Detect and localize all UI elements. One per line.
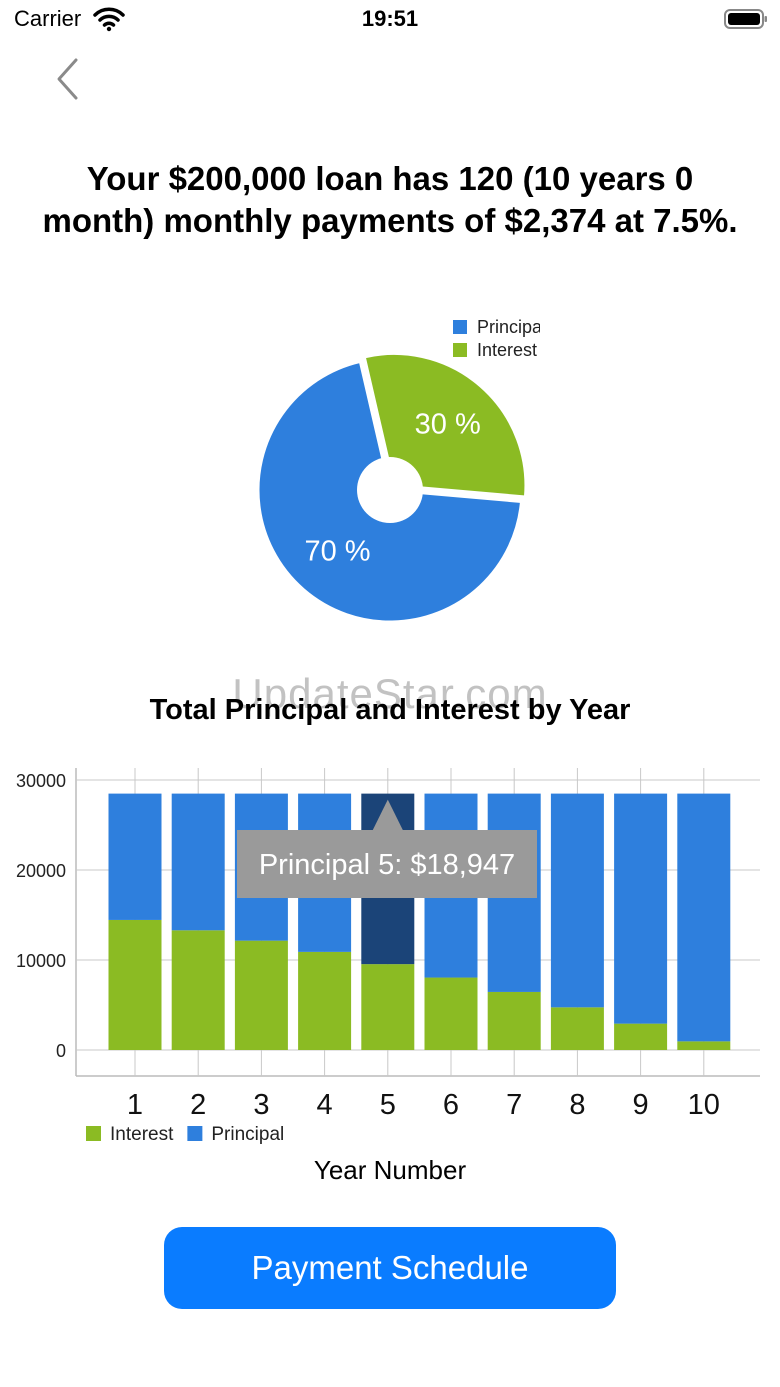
pie-legend-swatch-interest xyxy=(453,343,467,357)
x-tick-label: 10 xyxy=(688,1089,720,1121)
status-bar: Carrier 19:51 xyxy=(0,0,780,44)
bar-chart-title: Total Principal and Interest by Year xyxy=(149,694,631,726)
bar-principal-year-2[interactable] xyxy=(171,793,225,931)
x-tick-label: 4 xyxy=(317,1089,333,1121)
bar-principal-year-1[interactable] xyxy=(108,793,162,920)
pie-chart: Principal Interest 30 % 70 % xyxy=(256,317,540,624)
x-tick-label: 1 xyxy=(127,1089,143,1121)
bar-principal-year-8[interactable] xyxy=(550,793,604,1008)
bar-tooltip: Principal 5: $18,947 xyxy=(237,799,537,898)
bar-legend-swatch-interest xyxy=(86,1126,101,1141)
pie-donut-hole xyxy=(357,457,423,523)
chevron-left-icon xyxy=(57,58,78,100)
y-tick-label: 20000 xyxy=(16,861,66,881)
tooltip-box xyxy=(237,830,537,898)
x-tick-label: 8 xyxy=(569,1089,585,1121)
battery-icon xyxy=(724,9,767,29)
bar-principal-year-10[interactable] xyxy=(677,793,731,1042)
bar-interest-year-1[interactable] xyxy=(108,919,162,1050)
bar-interest-year-5[interactable] xyxy=(361,964,415,1050)
x-tick-label: 9 xyxy=(633,1089,649,1121)
pie-slice-label-principal: 70 % xyxy=(304,535,370,567)
bar-interest-year-6[interactable] xyxy=(424,977,478,1050)
bar-legend-swatch-principal xyxy=(187,1126,203,1141)
bar-interest-year-2[interactable] xyxy=(171,930,225,1050)
bar-chart[interactable]: 0 10000 20000 30000 1 2 3 4 5 6 7 8 9 10 Principal 5: … xyxy=(0,760,780,1160)
x-tick-label: 2 xyxy=(190,1089,206,1121)
bar-interest-year-7[interactable] xyxy=(487,991,541,1050)
x-axis-label: Year Number xyxy=(313,1155,467,1185)
pie-legend-label-interest: Interest xyxy=(477,340,537,360)
pie-legend-label-principal: Principal xyxy=(477,317,540,337)
loan-summary-headline: Your $200,000 loan has 120 (10 years 0 m… xyxy=(42,160,738,239)
tooltip-text: Principal 5: $18,947 xyxy=(259,849,515,881)
y-tick-label: 30000 xyxy=(16,771,66,791)
bar-interest-year-10[interactable] xyxy=(677,1041,731,1050)
bar-legend-label-principal: Principal xyxy=(211,1124,284,1145)
pie-slice-label-interest: 30 % xyxy=(415,409,481,441)
x-tick-label: 3 xyxy=(253,1089,269,1121)
wifi-icon xyxy=(93,7,125,32)
x-tick-label: 5 xyxy=(380,1089,396,1121)
payment-schedule-button[interactable]: Payment Schedule xyxy=(164,1227,616,1309)
bar-interest-year-3[interactable] xyxy=(234,940,288,1050)
bar-interest-year-4[interactable] xyxy=(298,951,352,1050)
bar-interest-year-8[interactable] xyxy=(550,1007,604,1050)
tooltip-pointer xyxy=(372,799,403,830)
x-tick-label: 6 xyxy=(443,1089,459,1121)
pie-legend-swatch-principal xyxy=(453,320,467,334)
status-time: 19:51 xyxy=(361,6,419,31)
bar-legend-label-interest: Interest xyxy=(110,1124,174,1145)
x-tick-label: 7 xyxy=(506,1089,522,1121)
bar-principal-year-9[interactable] xyxy=(614,793,668,1024)
back-button[interactable] xyxy=(48,54,88,104)
y-tick-label: 0 xyxy=(56,1041,66,1061)
y-tick-label: 10000 xyxy=(16,951,66,971)
carrier-label: Carrier xyxy=(14,6,82,31)
bar-interest-year-9[interactable] xyxy=(614,1023,668,1050)
